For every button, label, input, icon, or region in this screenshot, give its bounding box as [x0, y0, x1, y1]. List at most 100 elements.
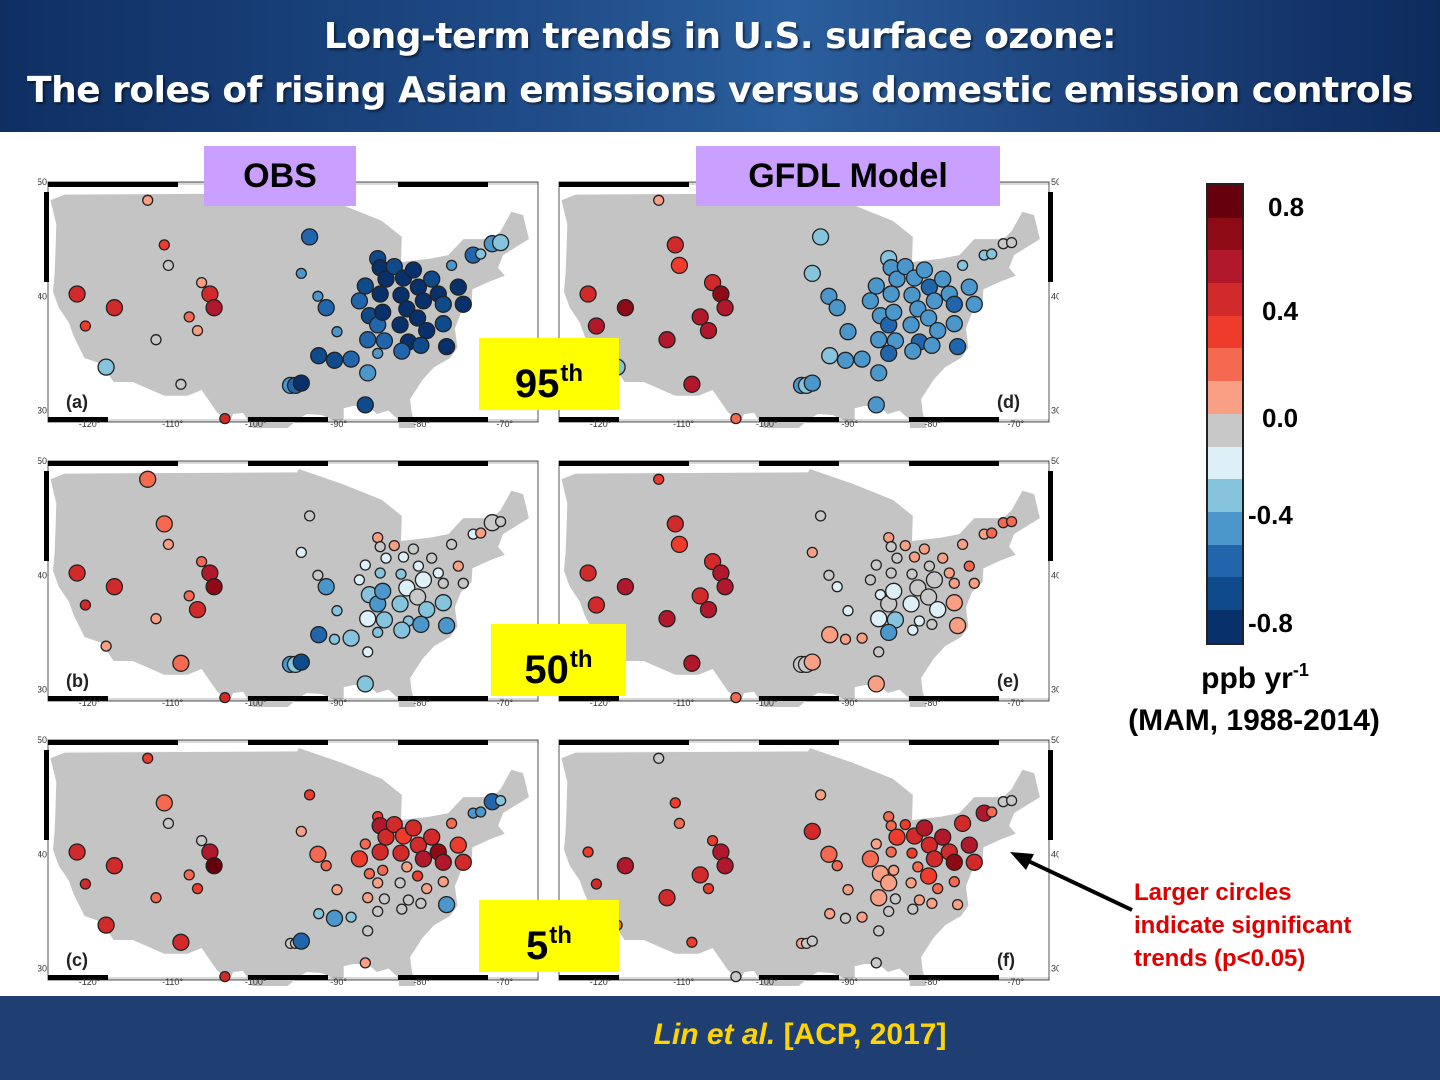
site-marker	[142, 752, 154, 764]
site-marker	[292, 932, 310, 950]
site-marker	[377, 864, 389, 876]
panel-letter: (b)	[66, 671, 89, 691]
site-marker	[912, 861, 924, 873]
site-marker	[842, 605, 854, 617]
lon-tick-label: -90°	[330, 698, 347, 707]
site-marker	[79, 878, 92, 890]
map-border-segment	[248, 740, 328, 745]
map-border-segment	[1048, 471, 1053, 561]
site-marker	[730, 412, 742, 425]
site-marker	[874, 589, 887, 601]
site-marker	[616, 578, 635, 596]
site-marker	[437, 895, 456, 914]
colorbar-segment	[1208, 283, 1242, 316]
lon-tick-label: -80°	[924, 419, 941, 428]
map-border-segment	[909, 740, 999, 745]
lon-tick-label: -80°	[413, 698, 430, 707]
site-marker	[861, 292, 880, 310]
site-marker	[162, 259, 175, 272]
map-border-segment	[559, 696, 619, 701]
colorbar-segment	[1208, 446, 1242, 480]
colorbar-tick-0.8: 0.8	[1268, 192, 1305, 222]
site-marker	[454, 295, 472, 313]
map-border-segment	[909, 975, 999, 980]
site-marker	[175, 378, 187, 390]
site-marker	[312, 569, 324, 581]
site-marker	[325, 909, 344, 927]
site-marker	[870, 364, 888, 382]
site-marker	[392, 844, 410, 862]
site-marker	[653, 752, 665, 764]
site-marker	[142, 194, 154, 206]
map-border-segment	[108, 740, 178, 745]
site-marker	[948, 876, 960, 888]
site-marker	[963, 560, 975, 572]
site-marker	[195, 834, 208, 847]
site-marker	[831, 860, 843, 872]
lat-tick-label: 30°	[1051, 685, 1059, 695]
site-marker	[823, 569, 835, 581]
site-marker	[670, 535, 689, 554]
site-marker	[669, 797, 681, 809]
lat-tick-label: 50	[38, 178, 47, 187]
site-marker	[965, 295, 983, 313]
lat-tick-label: 40°	[1051, 291, 1059, 301]
site-marker	[579, 564, 597, 582]
site-marker	[359, 838, 371, 850]
site-marker	[658, 889, 676, 907]
site-marker	[803, 374, 821, 392]
lon-tick-label: -90°	[330, 977, 347, 986]
site-marker	[475, 806, 487, 818]
site-marker	[494, 794, 507, 807]
site-marker	[404, 261, 423, 279]
site-marker	[587, 317, 606, 335]
site-marker	[934, 270, 952, 288]
map-border-segment	[759, 740, 839, 745]
site-marker	[960, 278, 978, 296]
map-border-segment	[248, 417, 328, 422]
site-marker	[411, 870, 424, 882]
lon-tick-label: -110°	[162, 698, 183, 707]
site-marker	[880, 874, 898, 892]
map-border-segment	[44, 192, 49, 282]
site-marker	[457, 577, 469, 589]
map-border-segment	[48, 696, 108, 701]
site-marker	[300, 228, 319, 246]
site-marker	[616, 857, 635, 875]
site-marker	[414, 571, 433, 589]
site-marker	[188, 600, 207, 619]
map-border-segment	[398, 740, 488, 745]
site-marker	[342, 350, 360, 368]
site-marker	[412, 560, 425, 572]
site-marker	[68, 843, 86, 861]
site-marker	[475, 248, 487, 260]
site-marker	[885, 582, 903, 600]
site-marker	[408, 309, 427, 327]
site-marker	[414, 292, 433, 310]
percentile-label-5: 5th	[479, 900, 619, 972]
site-marker	[79, 320, 92, 332]
site-marker	[426, 552, 438, 564]
colorbar-tick-0.4: 0.4	[1262, 296, 1299, 326]
site-marker	[915, 261, 934, 279]
site-marker	[986, 806, 998, 818]
map-border-segment	[619, 740, 689, 745]
map-border-segment	[44, 471, 49, 561]
site-marker	[310, 347, 328, 365]
site-marker	[434, 853, 452, 871]
site-marker	[183, 869, 195, 881]
site-marker	[362, 892, 374, 904]
site-marker	[873, 925, 885, 937]
map-border-segment	[909, 696, 999, 701]
site-marker	[414, 850, 433, 868]
map-border-segment	[759, 975, 839, 980]
lat-tick-label: 40°	[1051, 849, 1059, 859]
site-marker	[882, 285, 900, 303]
site-marker	[378, 893, 391, 905]
lon-tick-label: -120°	[590, 698, 612, 707]
map-border-segment	[559, 740, 619, 745]
site-marker	[948, 577, 960, 589]
site-marker	[937, 552, 949, 564]
site-marker	[195, 276, 208, 289]
lon-tick-label: -100°	[756, 977, 778, 986]
